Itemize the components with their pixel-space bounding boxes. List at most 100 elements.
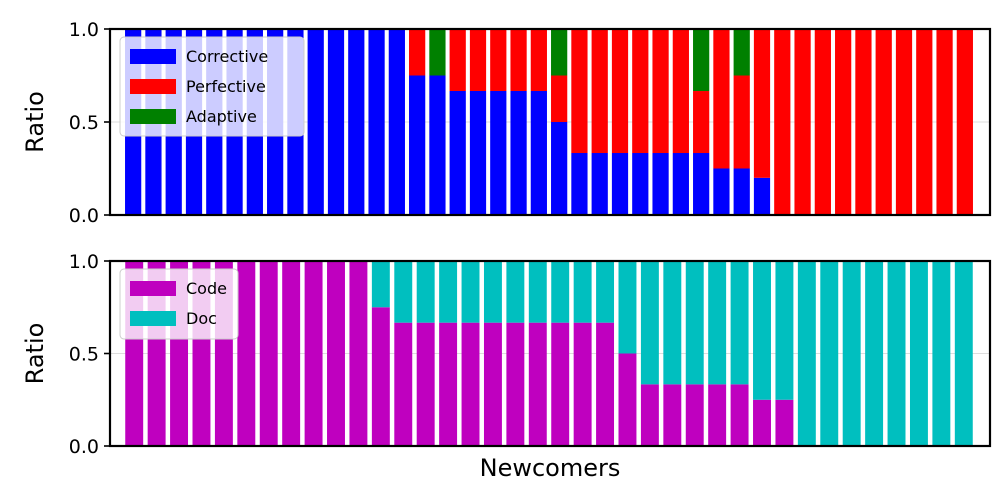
bar-corrective-21 bbox=[530, 90, 547, 215]
bar-perfective-40 bbox=[916, 29, 933, 215]
bar-doc-22 bbox=[596, 261, 615, 323]
bar-perfective-23 bbox=[571, 29, 588, 154]
bar-doc-35 bbox=[887, 261, 906, 446]
bar-doc-20 bbox=[551, 261, 570, 323]
legend-label-corrective: Corrective bbox=[186, 47, 268, 66]
bar-adaptive-16 bbox=[429, 29, 446, 76]
bar-code-10 bbox=[327, 261, 345, 446]
bar-doc-23 bbox=[618, 261, 637, 354]
bar-code-26 bbox=[685, 384, 704, 446]
bar-doc-36 bbox=[909, 261, 928, 446]
bar-perfective-39 bbox=[895, 29, 913, 215]
y-tick-label: 0.0 bbox=[69, 436, 99, 458]
bar-perfective-20 bbox=[510, 29, 527, 91]
chart-panel-2: 0.0 0.5 1.0 Ratio Newcomers Code Doc bbox=[21, 251, 992, 482]
legend-swatch-adaptive bbox=[130, 109, 176, 124]
y-tick-label: 1.0 bbox=[69, 19, 99, 41]
bar-perfective-34 bbox=[794, 29, 811, 215]
bar-perfective-17 bbox=[449, 29, 466, 91]
bar-code-19 bbox=[528, 322, 547, 446]
bar-perfective-26 bbox=[632, 29, 649, 154]
bar-corrective-22 bbox=[551, 122, 568, 215]
bar-code-27 bbox=[708, 384, 727, 446]
bar-corrective-19 bbox=[490, 90, 507, 215]
bar-adaptive-22 bbox=[551, 29, 568, 76]
bar-code-24 bbox=[640, 384, 659, 446]
legend-swatch-code bbox=[130, 281, 176, 296]
bar-doc-12 bbox=[371, 261, 390, 308]
bar-perfective-42 bbox=[956, 29, 973, 215]
bar-perfective-25 bbox=[611, 29, 629, 154]
bar-code-23 bbox=[618, 353, 637, 446]
bar-code-20 bbox=[551, 322, 570, 446]
bar-perfective-36 bbox=[835, 29, 852, 215]
bar-perfective-35 bbox=[814, 29, 831, 215]
bar-corrective-17 bbox=[449, 90, 466, 215]
bar-doc-38 bbox=[954, 261, 973, 446]
bar-code-18 bbox=[506, 322, 525, 446]
bar-doc-33 bbox=[842, 261, 861, 446]
bar-code-14 bbox=[416, 322, 435, 446]
bar-code-13 bbox=[394, 322, 413, 446]
bar-doc-34 bbox=[865, 261, 884, 446]
bar-corrective-29 bbox=[693, 153, 710, 215]
bar-doc-32 bbox=[820, 261, 839, 446]
legend-label-code: Code bbox=[186, 279, 227, 298]
bar-doc-19 bbox=[528, 261, 547, 323]
y-tick-label: 0.0 bbox=[69, 205, 99, 227]
bar-code-21 bbox=[573, 322, 592, 446]
bar-doc-15 bbox=[439, 261, 458, 323]
bar-corrective-20 bbox=[510, 90, 527, 215]
bar-code-9 bbox=[304, 261, 323, 446]
bar-perfective-21 bbox=[530, 29, 547, 91]
bar-perfective-24 bbox=[591, 29, 608, 154]
bar-code-29 bbox=[753, 399, 771, 446]
y-axis-title: Ratio bbox=[21, 91, 49, 153]
bar-corrective-14 bbox=[388, 29, 405, 215]
bar-doc-30 bbox=[775, 261, 794, 400]
bar-doc-21 bbox=[573, 261, 592, 323]
bar-code-17 bbox=[483, 322, 502, 446]
bar-doc-29 bbox=[753, 261, 771, 400]
bar-code-12 bbox=[371, 307, 390, 446]
bar-perfective-27 bbox=[652, 29, 669, 154]
bar-corrective-26 bbox=[632, 153, 649, 215]
legend-swatch-perfective bbox=[130, 79, 176, 94]
legend-label-doc: Doc bbox=[186, 309, 217, 328]
bar-doc-17 bbox=[483, 261, 502, 323]
bar-doc-28 bbox=[730, 261, 749, 385]
bar-doc-25 bbox=[663, 261, 682, 385]
y-axis-title: Ratio bbox=[21, 323, 49, 385]
bar-doc-24 bbox=[640, 261, 659, 385]
bar-code-7 bbox=[259, 261, 278, 446]
bar-code-30 bbox=[775, 399, 794, 446]
bar-doc-31 bbox=[797, 261, 816, 446]
bar-corrective-25 bbox=[611, 153, 629, 215]
bar-perfective-41 bbox=[936, 29, 953, 215]
bar-code-28 bbox=[730, 384, 749, 446]
bar-corrective-27 bbox=[652, 153, 669, 215]
bar-adaptive-29 bbox=[693, 29, 710, 92]
legend-swatch-doc bbox=[130, 311, 176, 326]
bar-perfective-38 bbox=[875, 29, 892, 215]
bar-code-11 bbox=[349, 261, 368, 446]
legend-label-perfective: Perfective bbox=[186, 77, 266, 96]
bar-corrective-18 bbox=[469, 90, 487, 215]
legend-label-adaptive: Adaptive bbox=[186, 107, 257, 126]
bar-corrective-11 bbox=[327, 29, 345, 215]
bar-corrective-10 bbox=[307, 29, 324, 215]
bar-perfective-19 bbox=[490, 29, 507, 91]
bar-corrective-23 bbox=[571, 153, 588, 215]
bar-code-25 bbox=[663, 384, 682, 446]
bar-corrective-13 bbox=[368, 29, 385, 215]
bar-corrective-30 bbox=[713, 168, 730, 215]
legend-swatch-corrective bbox=[130, 49, 176, 64]
legend: Code Doc bbox=[119, 268, 239, 340]
bar-perfective-32 bbox=[753, 29, 771, 178]
legend: Corrective Perfective Adaptive bbox=[119, 36, 305, 137]
bar-corrective-24 bbox=[591, 153, 608, 215]
bar-doc-13 bbox=[394, 261, 413, 323]
bar-corrective-32 bbox=[753, 177, 771, 215]
x-axis-title: Newcomers bbox=[480, 454, 621, 482]
